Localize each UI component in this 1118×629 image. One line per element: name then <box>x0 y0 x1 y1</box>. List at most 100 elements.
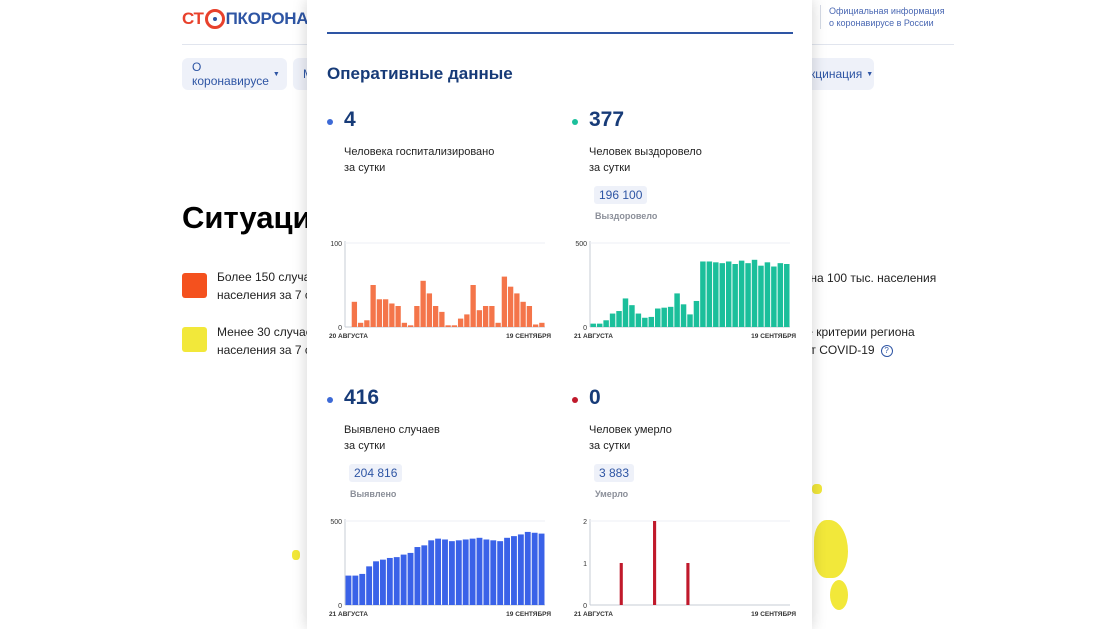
legend-yellow-line1: Менее 30 случаев <box>217 325 309 339</box>
x-tick-label-end: 19 СЕНТЯБРЯ <box>751 333 796 340</box>
logo-virus-icon <box>204 9 225 29</box>
chart-bar <box>386 557 393 605</box>
recovered-total-label: Выздоровело <box>595 211 658 221</box>
chart-bar <box>700 261 706 327</box>
chart-bar <box>531 532 538 605</box>
recovered-description-line2: за сутки <box>589 162 631 174</box>
deaths-description: Человек умерло за сутки <box>589 422 789 454</box>
cases-description-line2: за сутки <box>344 440 386 452</box>
y-tick-label: 500 <box>575 241 587 248</box>
chart-bar <box>407 552 414 605</box>
chart-bar <box>462 539 469 605</box>
chart-bar <box>393 557 400 605</box>
recovered-total: 196 100 <box>594 186 648 204</box>
nav-item-vaccination-label: кцинация <box>810 67 863 81</box>
stat-card-hospitalized: 4 Человека госпитализировано за сутки 10… <box>327 104 562 374</box>
chart-bar <box>758 265 764 327</box>
chart-bar <box>738 260 745 327</box>
y-tick-label: 0 <box>338 325 342 332</box>
chart-bar <box>674 293 680 327</box>
hospitalized-description: Человека госпитализировано за сутки <box>344 144 544 176</box>
chart-bar <box>380 559 386 605</box>
status-dot <box>572 119 578 125</box>
chart-bar <box>421 545 428 605</box>
chart-bar <box>464 314 470 327</box>
legend-red-line2: населения за 7 сут <box>217 288 309 302</box>
chart-bar <box>511 536 517 605</box>
chart-bar <box>451 325 458 327</box>
legend-red-square <box>182 273 207 298</box>
chart-bar <box>596 323 603 327</box>
status-dot <box>572 397 578 403</box>
status-dot <box>327 397 333 403</box>
chart-bar <box>538 533 545 605</box>
legend-yellow-right-text: все критерии региона о от COVID-19? <box>794 323 915 359</box>
chart-bar <box>428 540 435 605</box>
chart-bar <box>370 285 376 327</box>
chart-bar <box>400 554 407 605</box>
chart-svg: 100 020 АВГУСТА 19 СЕНТЯБРЯ <box>329 241 551 340</box>
hospitalized-description-line2: за сутки <box>344 162 386 174</box>
chart-bar <box>514 293 520 327</box>
chart-bar <box>476 310 483 327</box>
chart-bar <box>366 566 373 605</box>
chart-bar <box>435 538 442 605</box>
legend-yellow-line2: населения за 7 сут <box>217 343 309 357</box>
chart-bar <box>784 264 790 327</box>
chart-bar <box>414 306 420 327</box>
y-tick-label: 2 <box>583 519 587 526</box>
chart-bar <box>517 534 524 605</box>
deaths-description-line1: Человек умерло <box>589 424 672 436</box>
chart-bar <box>482 306 489 327</box>
chart-bar <box>667 306 674 327</box>
chart-bar <box>622 298 629 327</box>
site-logo[interactable]: СТ ПКОРОНАВИ <box>182 8 332 30</box>
stat-card-deaths: 0 Человек умерло за сутки 3 883 Умерло 2… <box>572 382 807 629</box>
chart-bar <box>357 322 364 327</box>
map-region-fragment <box>292 550 300 560</box>
chart-bar <box>351 301 358 327</box>
chart-bar <box>745 263 751 327</box>
chart-bar <box>642 317 648 327</box>
deaths-total: 3 883 <box>594 464 635 482</box>
nav-item-about[interactable]: О коронавирусе ▼ <box>182 58 287 90</box>
chart-bar <box>489 306 495 327</box>
cases-value: 416 <box>344 386 380 409</box>
chart-bar <box>490 540 497 605</box>
cases-total: 204 816 <box>349 464 403 482</box>
official-info-link[interactable]: Официальная информация о коронавирусе в … <box>820 5 950 29</box>
logo-part1: СТ <box>182 9 204 28</box>
chart-bar <box>395 306 401 327</box>
x-tick-label-start: 20 АВГУСТА <box>329 333 368 340</box>
hospitalized-value: 4 <box>344 108 356 131</box>
chart-bar <box>713 262 719 327</box>
legend-yellow-right-line1: все критерии региона <box>794 325 915 339</box>
legend-red-text: Более 150 случаев населения за 7 сут <box>217 268 309 304</box>
chart-bar <box>653 521 657 605</box>
chart-bar <box>483 539 490 605</box>
chart-bar <box>687 314 693 327</box>
stat-card-recovered: 377 Человек выздоровело за сутки 196 100… <box>572 104 807 374</box>
map-region-fragment <box>814 520 848 578</box>
chart-bar <box>686 563 690 605</box>
y-tick-label: 100 <box>330 241 342 248</box>
y-tick-label: 1 <box>583 561 587 568</box>
nav-item-about-label: О коронавирусе <box>192 60 269 88</box>
chart-bar <box>457 318 464 327</box>
chevron-down-icon: ▼ <box>272 70 280 78</box>
chart-bar <box>764 262 771 327</box>
cases-description: Выявлено случаев за сутки <box>344 422 544 454</box>
chart-bar <box>448 541 455 605</box>
legend-yellow-right-line2: о от COVID-19? <box>794 341 915 359</box>
chart-bar <box>706 261 713 327</box>
help-icon[interactable]: ? <box>880 344 893 357</box>
legend-yellow-square <box>182 327 207 352</box>
chart-bar <box>771 266 777 327</box>
chart-bar <box>373 561 379 605</box>
chart-bar <box>389 303 395 327</box>
deaths-chart: 2 1 0 21 АВГУСТА 19 СЕНТЯБРЯ <box>572 513 797 623</box>
chart-bar <box>680 304 687 327</box>
chart-bar <box>407 325 414 327</box>
deaths-description-line2: за сутки <box>589 440 631 452</box>
